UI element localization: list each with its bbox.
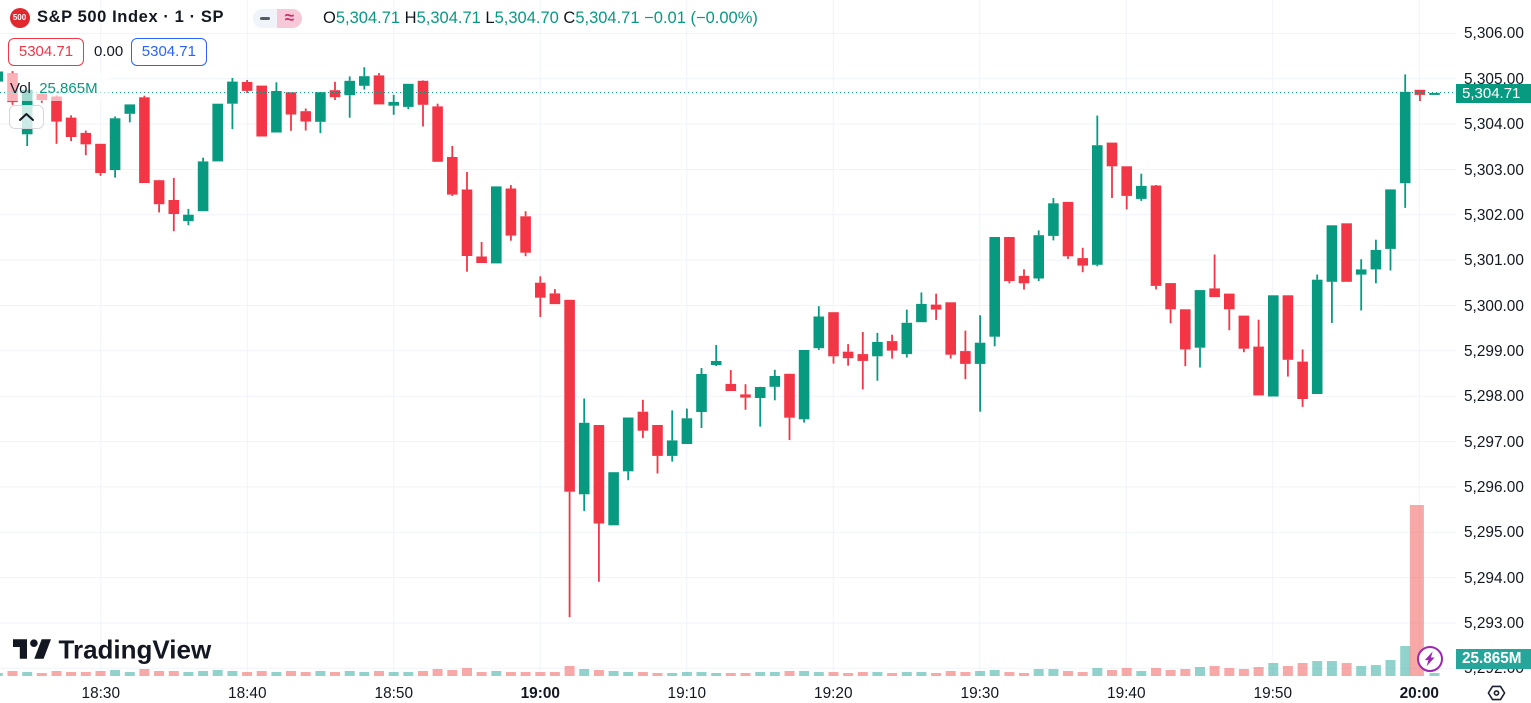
svg-text:TradingView: TradingView: [59, 637, 212, 665]
